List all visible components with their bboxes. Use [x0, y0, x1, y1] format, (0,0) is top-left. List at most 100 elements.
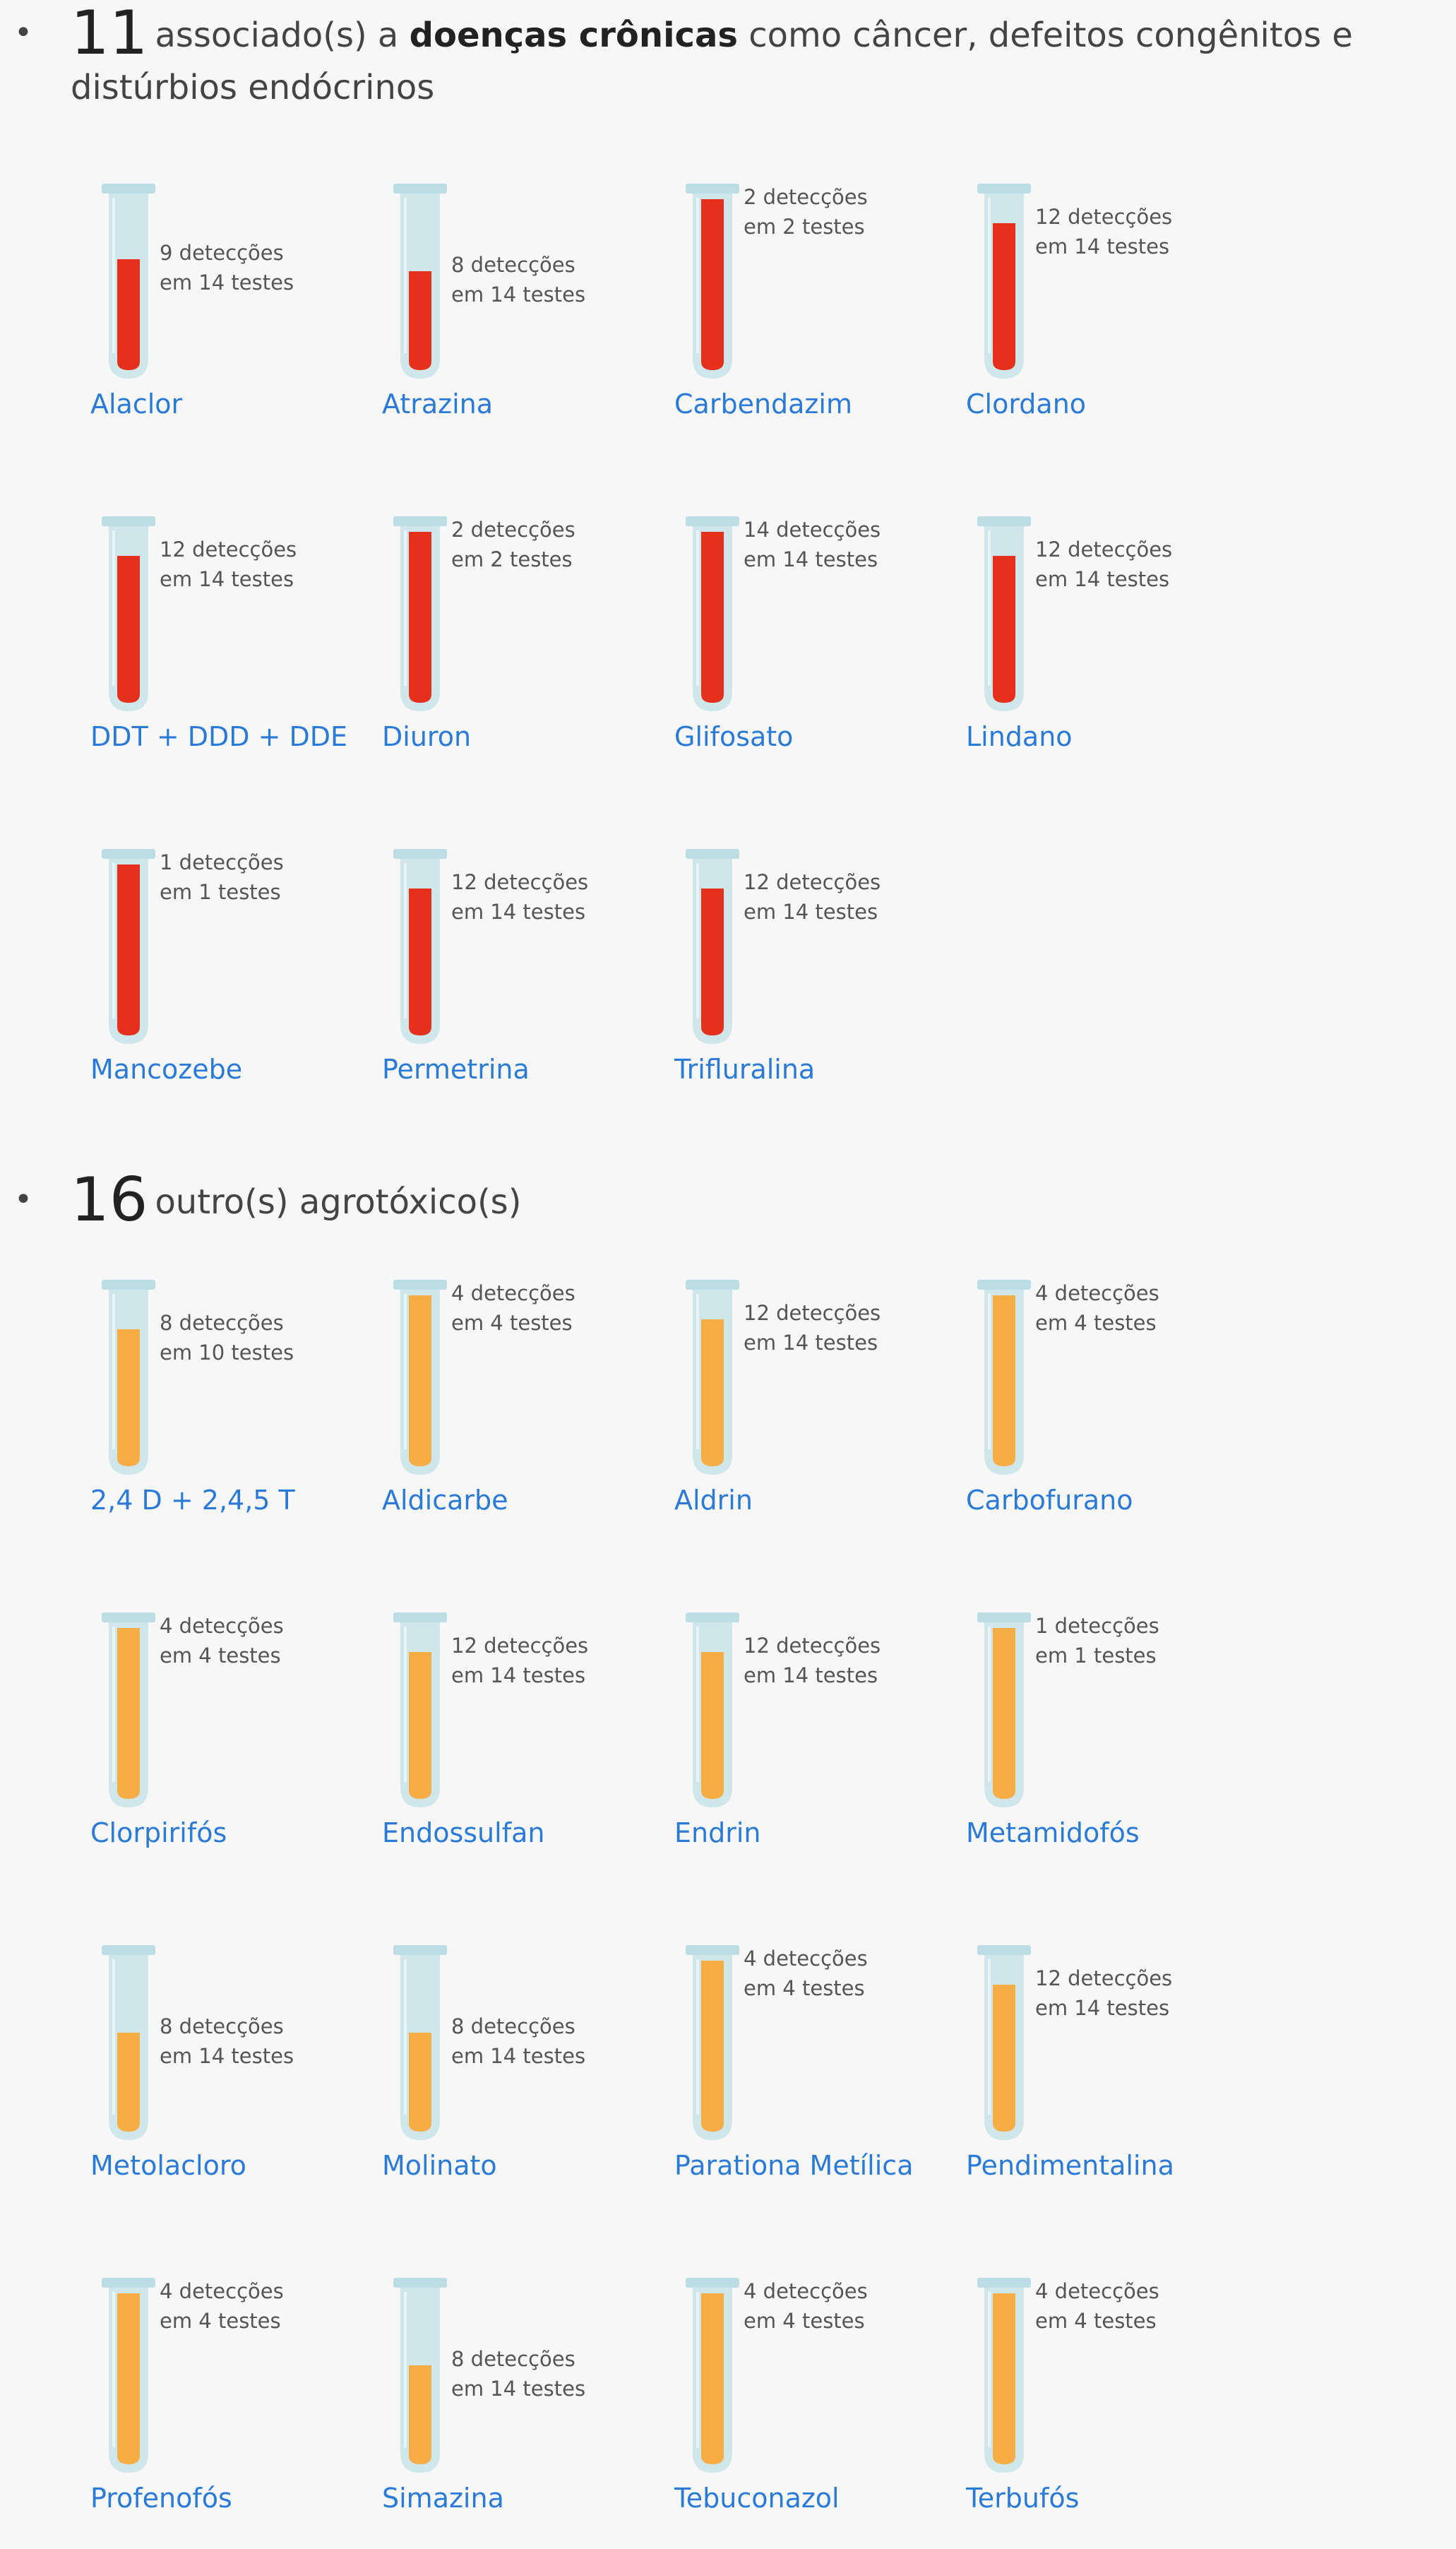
pesticide-link[interactable]: Carbofurano — [966, 1485, 1133, 1516]
pesticide-link[interactable]: Permetrina — [382, 1054, 530, 1085]
tests-line: em 4 testes — [451, 1311, 573, 1335]
test-tube-icon — [99, 2276, 158, 2476]
tube-highlight — [988, 1627, 991, 1782]
pesticide-link[interactable]: Tebuconazol — [674, 2483, 840, 2514]
detection-line: 12 detecções — [1035, 537, 1173, 562]
pesticide-link[interactable]: Diuron — [382, 721, 472, 752]
tube-item: 12 detecções em 14 testes DDT + DDD + DDE — [90, 515, 373, 769]
tube-highlight — [696, 1627, 699, 1782]
tube-item: 12 detecções em 14 testes Trifluralina — [674, 848, 957, 1102]
tube-graphic — [393, 2278, 447, 2473]
detection-count: 4 detecções em 4 testes — [160, 1611, 284, 1670]
tests-line: em 14 testes — [451, 1663, 586, 1687]
pesticide-link[interactable]: 2,4 D + 2,4,5 T — [90, 1485, 295, 1516]
tube-rim — [977, 1280, 1031, 1290]
pesticide-link[interactable]: Alaclor — [90, 388, 183, 420]
pesticide-link[interactable]: Lindano — [966, 721, 1073, 752]
tube-fill — [993, 223, 1015, 370]
tests-line: em 14 testes — [451, 2044, 586, 2068]
tests-line: em 14 testes — [160, 271, 294, 295]
detection-count: 12 detecções em 14 testes — [1035, 1963, 1172, 2023]
test-tube-icon — [99, 1278, 158, 1478]
tests-line: em 4 testes — [160, 2309, 281, 2333]
tube-item: 12 detecções em 14 testes Lindano — [966, 515, 1248, 769]
pesticide-link[interactable]: Mancozebe — [90, 1054, 243, 1085]
pesticide-link[interactable]: Pendimentalina — [966, 2150, 1174, 2181]
tube-highlight — [696, 530, 699, 686]
pesticide-link[interactable]: Metolacloro — [90, 2150, 246, 2181]
detection-count: 4 detecções em 4 testes — [1035, 1278, 1159, 1338]
pesticide-link[interactable]: Atrazina — [382, 388, 494, 420]
tests-line: em 14 testes — [1035, 234, 1170, 259]
tube-fill — [409, 1295, 431, 1466]
chronic-heading: • 11 associado(s) a doenças crônicas como… — [14, 3, 1448, 114]
tube-highlight — [988, 2292, 991, 2447]
tube-graphic — [686, 516, 739, 711]
tube-fill — [701, 2293, 724, 2464]
pesticide-link[interactable]: Endossulfan — [382, 1817, 545, 1848]
detection-count: 4 detecções em 4 testes — [451, 1278, 575, 1338]
test-tube-icon — [974, 515, 1034, 714]
tube-fill — [993, 556, 1015, 703]
tube-highlight — [696, 1959, 699, 2115]
tube-item: 12 detecções em 14 testes Aldrin — [674, 1278, 957, 1533]
pesticide-link[interactable]: Terbufós — [966, 2483, 1080, 2514]
pesticide-link[interactable]: Endrin — [674, 1817, 761, 1848]
tube-fill — [993, 1628, 1015, 1799]
pesticide-link[interactable]: Carbendazim — [674, 388, 852, 420]
tube-graphic — [977, 184, 1031, 379]
tube-graphic — [102, 184, 155, 379]
pesticide-link[interactable]: Clordano — [966, 388, 1087, 420]
tube-highlight — [404, 1959, 407, 2115]
tube-rim — [977, 2278, 1031, 2288]
pesticide-link[interactable]: Aldicarbe — [382, 1485, 508, 1516]
tube-item: 4 detecções em 4 testes Terbufós — [966, 2276, 1248, 2531]
tube-item: 4 detecções em 4 testes Aldicarbe — [382, 1278, 664, 1533]
pesticide-link[interactable]: Aldrin — [674, 1485, 753, 1516]
chronic-text-after: como câncer, defeitos congênitos e distú… — [71, 16, 1353, 107]
tube-rim — [102, 2278, 155, 2288]
tube-fill — [701, 1319, 724, 1466]
detection-line: 8 detecções — [451, 2014, 575, 2038]
pesticide-link[interactable]: Profenofós — [90, 2483, 232, 2514]
tests-line: em 14 testes — [451, 900, 586, 924]
tube-item: 1 detecções em 1 testes Mancozebe — [90, 848, 373, 1102]
tube-fill — [409, 2365, 431, 2464]
detection-count: 12 detecções em 14 testes — [744, 1298, 881, 1357]
other-count: 16 — [71, 1165, 148, 1235]
detection-count: 4 detecções em 4 testes — [744, 2276, 868, 2336]
tube-graphic — [977, 1280, 1031, 1475]
detection-count: 4 detecções em 4 testes — [744, 1944, 868, 2003]
pesticide-link[interactable]: Parationa Metílica — [674, 2150, 914, 2181]
detection-count: 12 detecções em 14 testes — [160, 535, 297, 594]
tube-rim — [102, 849, 155, 859]
tube-highlight — [404, 2292, 407, 2447]
other-text-before: outro(s) agrotóxico(s) — [155, 1182, 522, 1222]
tube-rim — [393, 849, 447, 859]
detection-count: 1 detecções em 1 testes — [160, 848, 284, 907]
pesticide-link[interactable]: Molinato — [382, 2150, 497, 2181]
tube-graphic — [102, 1612, 155, 1807]
pesticide-link[interactable]: DDT + DDD + DDE — [90, 721, 348, 752]
detection-count: 12 detecções em 14 testes — [451, 867, 588, 927]
pesticide-link[interactable]: Clorpirifós — [90, 1817, 227, 1848]
tube-fill — [701, 199, 724, 370]
detection-line: 8 detecções — [160, 1311, 284, 1335]
detection-count: 8 detecções em 14 testes — [451, 2012, 585, 2071]
tube-rim — [686, 1612, 739, 1622]
pesticide-link[interactable]: Metamidofós — [966, 1817, 1140, 1848]
detection-line: 12 detecções — [160, 537, 297, 562]
pesticide-link[interactable]: Simazina — [382, 2483, 504, 2514]
tube-fill — [993, 2293, 1015, 2464]
test-tube-icon — [683, 1278, 742, 1478]
detection-line: 12 detecções — [451, 870, 589, 894]
pesticide-link[interactable]: Trifluralina — [674, 1054, 816, 1085]
test-tube-icon — [974, 1611, 1034, 1810]
tube-item: 4 detecções em 4 testes Clorpirifós — [90, 1611, 373, 1865]
tube-rim — [393, 1612, 447, 1622]
pesticide-link[interactable]: Glifosato — [674, 721, 794, 752]
tube-fill — [117, 864, 140, 1035]
tube-graphic — [393, 1945, 447, 2140]
tube-rim — [977, 1945, 1031, 1955]
tube-highlight — [988, 198, 991, 353]
